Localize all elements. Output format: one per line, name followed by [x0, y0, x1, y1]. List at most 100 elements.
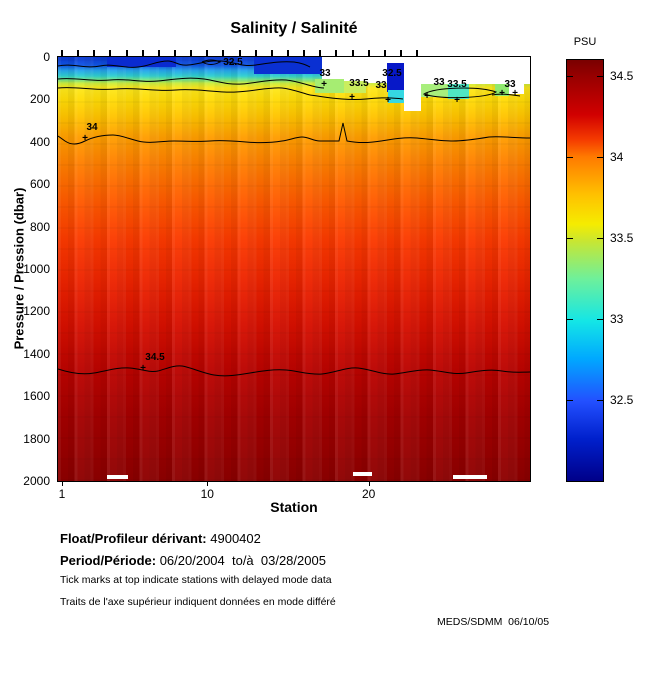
delayed-mode-tick — [173, 50, 176, 57]
colorbar-tick-label: 33 — [610, 312, 624, 327]
float-id-label: Float/Profileur dérivant: — [60, 531, 207, 546]
delayed-mode-tick — [141, 50, 144, 57]
surface-cell — [495, 84, 509, 96]
contour-33.5 — [58, 87, 311, 96]
y-tick-label: 1400 — [23, 346, 50, 361]
no-data-gap — [508, 84, 524, 94]
contour-plus-mark: + — [424, 91, 430, 102]
delayed-mode-tick — [303, 50, 306, 57]
y-tick-label: 1600 — [23, 389, 50, 404]
delayed-mode-tick — [109, 50, 112, 57]
delayed-mode-tick — [286, 50, 289, 57]
delayed-mode-tick — [238, 50, 241, 57]
bottom-no-data-gap — [107, 475, 128, 479]
float-id-value: 4900402 — [206, 531, 261, 546]
contour-label: 34.5 — [145, 352, 165, 363]
contour-label: 33 — [504, 79, 516, 90]
colorbar-tick-mark — [567, 76, 573, 78]
delayed-mode-tick — [383, 50, 386, 57]
contour-32.5 — [58, 60, 311, 68]
contour-plus-mark: + — [512, 88, 518, 99]
delayed-mode-tick — [222, 50, 225, 57]
contour-label: 33 — [433, 77, 445, 88]
contour-33 — [58, 77, 325, 89]
fresh-surface-cell — [254, 57, 322, 74]
y-tick-label: 600 — [29, 177, 50, 192]
bottom-no-data-gap — [453, 475, 487, 479]
contour-plus-mark: + — [349, 92, 355, 103]
contour-label: 33 — [319, 68, 331, 79]
delayed-mode-tick — [351, 50, 354, 57]
chart-title: Salinity / Salinité — [230, 20, 358, 37]
y-tick-label: 1200 — [23, 304, 50, 319]
delayed-mode-tick — [335, 50, 338, 57]
salinity-section-plot: 32.5 33 +33.5 33 32.5 + +33 33.5 + +33 + +34 +34.5 + — [57, 56, 531, 482]
contour-plus-mark: + — [385, 95, 391, 106]
contour-label: 32.5 — [382, 68, 402, 79]
contour-label: 34 — [86, 122, 98, 133]
colorbar-tick-mark — [597, 157, 603, 159]
no-data-gap — [421, 57, 530, 84]
colorbar-tick-label: 34.5 — [610, 69, 634, 84]
period-label: Period/Période: — [60, 553, 157, 568]
contour-label: 32.5 — [223, 57, 243, 68]
contour-33 — [309, 94, 404, 100]
note-english: Tick marks at top indicate stations with… — [60, 574, 332, 586]
no-data-gap — [404, 57, 421, 111]
delayed-mode-tick — [157, 50, 160, 57]
credit-text: MEDS/SDMM 06/10/05 — [437, 616, 550, 628]
contour-34 — [58, 122, 530, 145]
x-tick-mark — [368, 482, 370, 486]
y-tick-label: 200 — [29, 92, 50, 107]
period-line: Period/Période: 06/20/2004 to/à 03/28/20… — [60, 553, 326, 568]
y-tick-label: 400 — [29, 134, 50, 149]
delayed-mode-tick — [367, 50, 370, 57]
y-tick-label: 0 — [43, 50, 50, 64]
contour-plus-mark: + — [454, 95, 460, 106]
fresh-surface-cell — [107, 57, 176, 67]
x-tick-label: 20 — [361, 487, 376, 501]
surface-cell — [344, 81, 366, 93]
y-tick-label: 2000 — [23, 474, 50, 488]
delayed-mode-tick — [190, 50, 193, 57]
colorbar-tick-label: 34 — [610, 150, 624, 165]
contour-plus-mark: + — [321, 79, 327, 90]
bottom-no-data-gap — [353, 472, 372, 476]
contour-plus-mark: + — [82, 133, 88, 144]
contour-plus-mark: + — [499, 88, 505, 99]
colorbar-tick-mark — [567, 319, 573, 321]
delayed-mode-tick — [399, 50, 402, 57]
colorbar-tick-mark — [597, 400, 603, 402]
delayed-mode-tick — [61, 50, 63, 57]
delayed-mode-tick — [319, 50, 322, 57]
colorbar-tick-mark — [567, 157, 573, 159]
pcolor-texture — [58, 57, 530, 481]
surface-cell — [315, 79, 344, 93]
surface-cell — [388, 90, 404, 103]
delayed-mode-tick — [93, 50, 96, 57]
colorbar — [566, 59, 604, 482]
note-french: Traits de l'axe supérieur indiquent donn… — [60, 596, 336, 608]
colorbar-tick-mark — [597, 319, 603, 321]
y-tick-label: 1000 — [23, 262, 50, 276]
y-tick-label: 800 — [29, 219, 50, 234]
x-tick-mark — [207, 482, 209, 486]
period-value: 06/20/2004 to/à 03/28/2005 — [156, 553, 326, 568]
delayed-mode-tick — [77, 50, 80, 57]
delayed-mode-tick — [125, 50, 128, 57]
float-id-line: Float/Profileur dérivant: 4900402 — [60, 531, 261, 546]
delayed-mode-tick — [206, 50, 209, 57]
x-tick-label: 10 — [200, 487, 214, 501]
contour-label: 33.5 — [349, 78, 369, 89]
fresh-surface-cell — [387, 63, 404, 92]
colorbar-tick-label: 32.5 — [610, 393, 634, 408]
delayed-mode-tick — [270, 50, 273, 57]
colorbar-tick-mark — [597, 76, 603, 78]
contour-33 — [422, 87, 498, 99]
colorbar-tick-label: 33.5 — [610, 231, 634, 246]
no-data-gap — [322, 57, 387, 83]
contour-34.5 — [58, 365, 530, 377]
y-tick-label: 1800 — [23, 431, 50, 446]
contour-label: 33.5 — [447, 79, 467, 90]
